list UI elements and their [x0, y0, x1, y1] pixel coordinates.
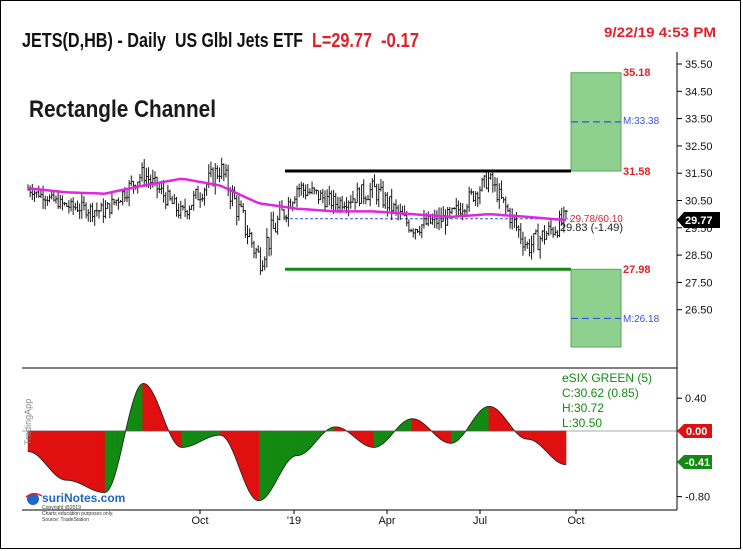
- time-axis-ticks: Oct '19 Apr Jul Oct: [191, 510, 585, 527]
- oscillator-high: H:30.72: [562, 401, 604, 415]
- logo-text: suriNotes.com: [42, 491, 125, 505]
- logo-swoosh-icon: [25, 493, 43, 498]
- lower-target-mid-label: M:26.18: [623, 314, 660, 325]
- price-tick-label: 28.50: [685, 250, 713, 262]
- time-tick-label: Jul: [473, 515, 487, 527]
- oscillator-low: L:30.50: [562, 416, 602, 430]
- vertical-watermark: TradingApp: [23, 399, 33, 445]
- price-bars: [27, 157, 568, 275]
- pattern-annotation: Rectangle Channel: [29, 96, 216, 123]
- ma-value-label: 29.78/60.10: [570, 214, 623, 225]
- symbol-title: JETS(D,HB) - Daily: [22, 30, 167, 52]
- upper-target-top-label: 35.18: [623, 67, 651, 79]
- upper-target-mid-label: M:33.38: [623, 116, 660, 127]
- oscillator-title: eSIX GREEN (5): [562, 371, 652, 385]
- price-tick-label: 35.50: [685, 59, 713, 71]
- close-value-label: 29.83 (-1.49): [560, 222, 623, 234]
- oscillator-close: C:30.62 (0.85): [562, 386, 639, 400]
- logo-globe-icon: [27, 493, 39, 505]
- logo-source: Source: TradeStation: [42, 517, 89, 523]
- time-tick-label: Oct: [567, 515, 584, 527]
- price-tick-label: 34.50: [685, 86, 713, 98]
- price-tick-label: 31.50: [685, 168, 713, 180]
- logo-copyright: Copyright @2019: [42, 505, 81, 511]
- upper-target-bottom-label: 31.58: [623, 166, 651, 178]
- oscillator-segment: [563, 430, 567, 465]
- logo-disclaimer: Charts education purposes only.: [42, 511, 113, 517]
- oscillator-area: [27, 382, 567, 502]
- lower-target-top-label: 27.98: [623, 264, 651, 276]
- last-price-tag-text: 29.77: [685, 215, 713, 227]
- price-tick-label: 33.50: [685, 114, 713, 126]
- oscillator-last-tag-text: -0.41: [685, 457, 710, 469]
- price-tick-label: 27.50: [685, 277, 713, 289]
- price-tick-label: 26.50: [685, 305, 713, 317]
- price-change: -0.17: [381, 30, 419, 52]
- time-tick-label: '19: [287, 515, 301, 527]
- price-axis-ticks: 35.5034.5033.5032.5031.5030.5029.5028.50…: [677, 59, 713, 317]
- last-price-tag: 29.77: [677, 212, 720, 228]
- oscillator-zero-tag: 0.00: [677, 424, 712, 438]
- oscillator-last-tag: -0.41: [677, 455, 712, 469]
- lower-target-box: [570, 268, 622, 348]
- oscillator-axis-ticks: 0.40 -0.80: [677, 393, 710, 504]
- price-tick-label: 30.50: [685, 196, 713, 208]
- oscillator-tick-label: -0.80: [685, 492, 710, 504]
- oscillator-zero-tag-text: 0.00: [686, 426, 707, 438]
- instrument-name: US Glbl Jets ETF: [175, 30, 303, 52]
- last-price: L=29.77: [312, 30, 372, 52]
- time-tick-label: Apr: [378, 515, 395, 527]
- moving-average-line: [27, 177, 567, 222]
- time-tick-label: Oct: [191, 515, 208, 527]
- price-tick-label: 32.50: [685, 141, 713, 153]
- oscillator-outline: [27, 383, 567, 502]
- brand-logo: suriNotes.com Copyright @2019 Charts edu…: [25, 491, 125, 523]
- timestamp: 9/22/19 4:53 PM: [604, 24, 716, 40]
- oscillator-tick-label: 0.40: [685, 393, 706, 405]
